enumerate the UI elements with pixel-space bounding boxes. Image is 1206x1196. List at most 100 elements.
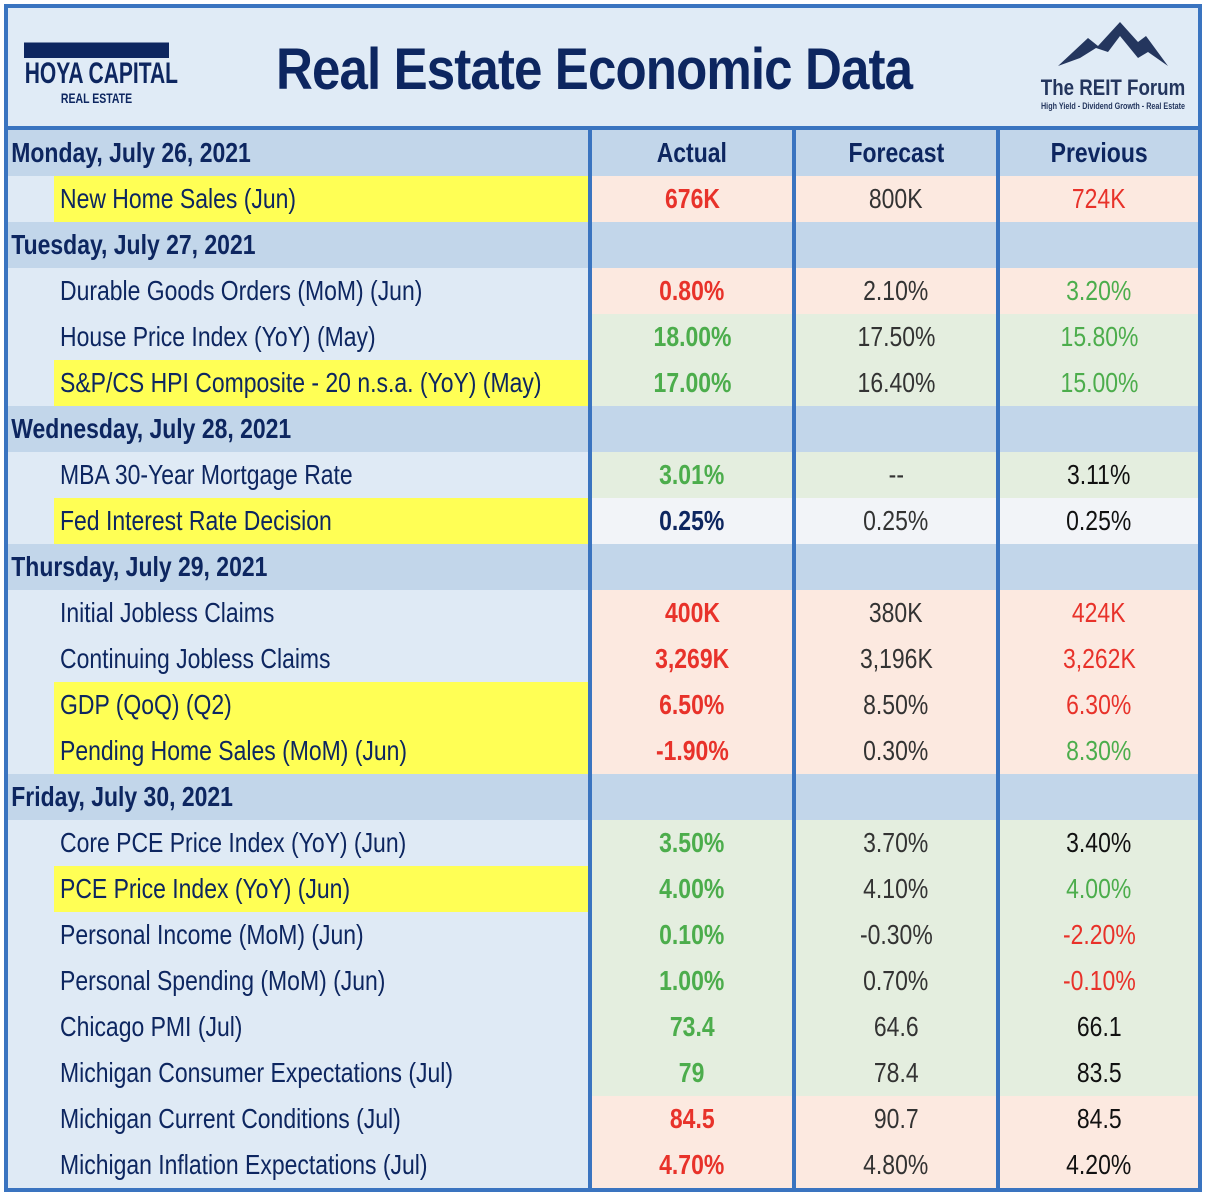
forecast-value-text: 0.30% [863, 735, 929, 766]
table-row: Fed Interest Rate Decision 0.25% 0.25% 0… [8, 498, 1198, 544]
previous-value-text: 3,262K [1062, 643, 1136, 674]
actual-value-text: 4.70% [659, 1149, 725, 1180]
indicator-label: GDP (QoQ) (Q2) [60, 689, 232, 720]
previous-value-text: 4.00% [1066, 873, 1132, 904]
table-row: Personal Income (MoM) (Jun) 0.10% -0.30%… [8, 912, 1198, 958]
table-row: Michigan Inflation Expectations (Jul) 4.… [8, 1142, 1198, 1188]
forecast-value: 4.80% [792, 1142, 996, 1188]
previous-value: 84.5 [996, 1096, 1198, 1142]
actual-value-text: 3,269K [654, 643, 730, 674]
previous-value: 424K [996, 590, 1198, 636]
indicator-cell: Fed Interest Rate Decision [8, 498, 588, 544]
indicator-cell: Core PCE Price Index (YoY) (Jun) [8, 820, 588, 866]
forecast-value: 0.70% [792, 958, 996, 1004]
table-row: GDP (QoQ) (Q2) 6.50% 8.50% 6.30% [8, 682, 1198, 728]
day-header-row: Wednesday, July 28, 2021 [8, 406, 1198, 452]
forecast-value: 0.25% [792, 498, 996, 544]
actual-value: 84.5 [588, 1096, 792, 1142]
forecast-value-text: 0.25% [863, 505, 929, 536]
actual-value: 400K [588, 590, 792, 636]
day-date-text: Thursday, July 29, 2021 [11, 551, 268, 582]
economic-calendar-table: Monday, July 26, 2021 Actual Forecast Previ… [8, 130, 1198, 1188]
actual-value: 3,269K [588, 636, 792, 682]
actual-value-text: 18.00% [653, 321, 731, 352]
day-date: Wednesday, July 28, 2021 [8, 406, 588, 452]
previous-value: -0.10% [996, 958, 1198, 1004]
table-row: House Price Index (YoY) (May) 18.00% 17.… [8, 314, 1198, 360]
indicator-label: Fed Interest Rate Decision [60, 505, 332, 536]
actual-value: 0.25% [588, 498, 792, 544]
forecast-value: 17.50% [792, 314, 996, 360]
indicator-cell: Durable Goods Orders (MoM) (Jun) [8, 268, 588, 314]
indicator-cell: Personal Spending (MoM) (Jun) [8, 958, 588, 1004]
indicator-label: MBA 30-Year Mortgage Rate [60, 459, 353, 490]
actual-value: 73.4 [588, 1004, 792, 1050]
table-row: Pending Home Sales (MoM) (Jun) -1.90% 0.… [8, 728, 1198, 774]
column-header-forecast: Forecast [792, 130, 996, 176]
indicator-cell: Initial Jobless Claims [8, 590, 588, 636]
column-header-forecast-text: Forecast [848, 137, 944, 168]
actual-value-text: 17.00% [653, 367, 731, 398]
previous-value: 3.40% [996, 820, 1198, 866]
previous-value: 15.80% [996, 314, 1198, 360]
actual-value-text: 0.25% [659, 505, 725, 536]
actual-value-text: 3.01% [659, 459, 725, 490]
logo-name: The REIT Forum [1040, 75, 1186, 100]
indicator-label: Michigan Inflation Expectations (Jul) [60, 1149, 428, 1180]
actual-value: 17.00% [588, 360, 792, 406]
column-header-actual: Actual [588, 130, 792, 176]
indicator-label: Core PCE Price Index (YoY) (Jun) [60, 827, 407, 858]
previous-value-text: 6.30% [1066, 689, 1132, 720]
actual-value-text: -1.90% [655, 735, 729, 766]
table-row: MBA 30-Year Mortgage Rate 3.01% -- 3.11% [8, 452, 1198, 498]
indicator-cell: Pending Home Sales (MoM) (Jun) [8, 728, 588, 774]
actual-value: 1.00% [588, 958, 792, 1004]
indicator-label: Michigan Consumer Expectations (Jul) [60, 1057, 454, 1088]
actual-value-text: 0.80% [659, 275, 725, 306]
forecast-value-text: 800K [869, 183, 923, 214]
indicator-label: Continuing Jobless Claims [60, 643, 331, 674]
forecast-value: 64.6 [792, 1004, 996, 1050]
actual-value: 0.80% [588, 268, 792, 314]
forecast-value: 0.30% [792, 728, 996, 774]
day-date-text: Tuesday, July 27, 2021 [11, 229, 256, 260]
actual-value-text: 84.5 [669, 1103, 715, 1134]
actual-value: 4.70% [588, 1142, 792, 1188]
table-row: Core PCE Price Index (YoY) (Jun) 3.50% 3… [8, 820, 1198, 866]
indicator-label: Michigan Current Conditions (Jul) [60, 1103, 401, 1134]
day-date-text: Monday, July 26, 2021 [11, 137, 251, 168]
previous-value-text: 3.40% [1066, 827, 1132, 858]
indicator-label: Personal Income (MoM) (Jun) [60, 919, 364, 950]
forecast-value: 4.10% [792, 866, 996, 912]
previous-value: 724K [996, 176, 1198, 222]
indicator-cell: Chicago PMI (Jul) [8, 1004, 588, 1050]
previous-value-text: 0.25% [1066, 505, 1132, 536]
column-header-previous: Previous [996, 130, 1198, 176]
actual-value-text: 676K [664, 183, 720, 214]
header: HOYA CAPITAL REAL ESTATE Real Estate Eco… [8, 8, 1198, 130]
actual-value: 0.10% [588, 912, 792, 958]
forecast-value-text: -- [888, 459, 904, 490]
forecast-value-text: 16.40% [857, 367, 935, 398]
table-row: Michigan Current Conditions (Jul) 84.5 9… [8, 1096, 1198, 1142]
forecast-value-text: -0.30% [859, 919, 933, 950]
page-title: Real Estate Economic Data [276, 37, 913, 102]
forecast-value: 8.50% [792, 682, 996, 728]
table-row: Continuing Jobless Claims 3,269K 3,196K … [8, 636, 1198, 682]
indicator-cell: GDP (QoQ) (Q2) [8, 682, 588, 728]
forecast-value: 90.7 [792, 1096, 996, 1142]
previous-value-text: 84.5 [1076, 1103, 1122, 1134]
previous-value: 6.30% [996, 682, 1198, 728]
logo-name: HOYA CAPITAL [24, 57, 178, 90]
forecast-value: 3,196K [792, 636, 996, 682]
forecast-value: 2.10% [792, 268, 996, 314]
forecast-value-text: 3.70% [863, 827, 929, 858]
table-row: New Home Sales (Jun) 676K 800K 724K [8, 176, 1198, 222]
previous-value-text: 424K [1072, 597, 1126, 628]
day-date: Tuesday, July 27, 2021 [8, 222, 588, 268]
indicator-label: Durable Goods Orders (MoM) (Jun) [60, 275, 423, 306]
forecast-value-text: 4.80% [863, 1149, 929, 1180]
previous-value: 3.11% [996, 452, 1198, 498]
table-row: Personal Spending (MoM) (Jun) 1.00% 0.70… [8, 958, 1198, 1004]
table-row: Michigan Consumer Expectations (Jul) 79 … [8, 1050, 1198, 1096]
